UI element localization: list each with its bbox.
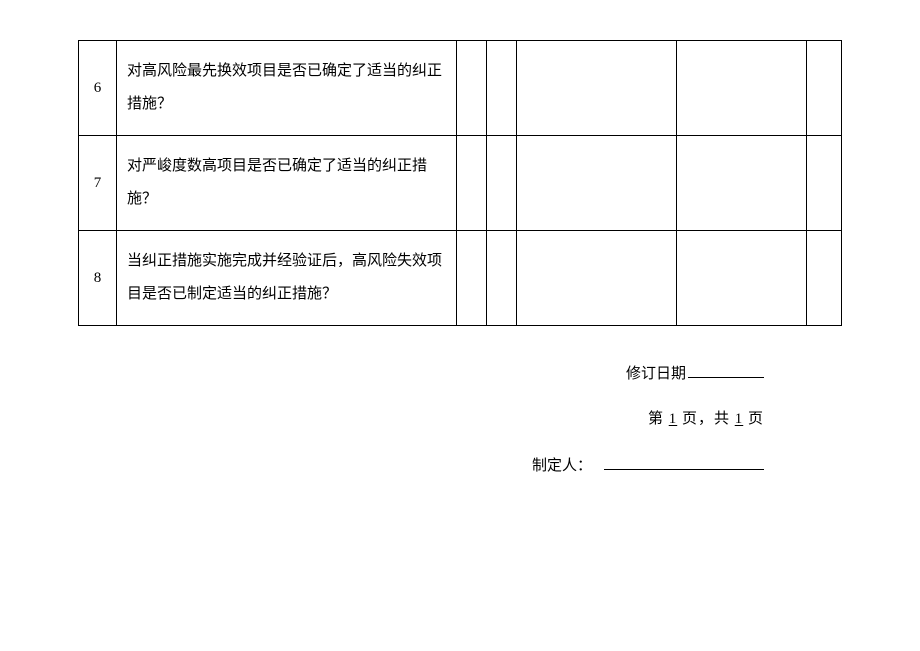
row-cell-c7	[807, 41, 842, 136]
document-content: 6对高风险最先换效项目是否已确定了适当的纠正措施？7对严峻度数高项目是否已确定了…	[0, 0, 920, 475]
revision-date-line: 修订日期	[78, 362, 764, 383]
row-cell-c4	[487, 41, 517, 136]
row-cell-c3	[457, 231, 487, 326]
checklist-table: 6对高风险最先换效项目是否已确定了适当的纠正措施？7对严峻度数高项目是否已确定了…	[78, 40, 842, 326]
row-description: 对严峻度数高项目是否已确定了适当的纠正措施？	[117, 136, 457, 231]
row-number: 6	[79, 41, 117, 136]
row-cell-c6	[677, 136, 807, 231]
row-cell-c5	[517, 41, 677, 136]
row-cell-c4	[487, 231, 517, 326]
row-cell-c4	[487, 136, 517, 231]
row-cell-c3	[457, 41, 487, 136]
row-number: 8	[79, 231, 117, 326]
table-row: 7对严峻度数高项目是否已确定了适当的纠正措施？	[79, 136, 842, 231]
row-description: 对高风险最先换效项目是否已确定了适当的纠正措施？	[117, 41, 457, 136]
row-cell-c5	[517, 231, 677, 326]
page-total: 1	[735, 411, 744, 427]
footer-block: 修订日期 第 1 页，共 1 页	[78, 362, 842, 428]
row-cell-c6	[677, 231, 807, 326]
preparer-line: 制定人：	[78, 454, 842, 475]
row-description: 当纠正措施实施完成并经验证后，高风险失效项目是否已制定适当的纠正措施？	[117, 231, 457, 326]
revision-date-label: 修订日期	[626, 366, 686, 382]
revision-date-blank	[688, 363, 764, 378]
preparer-blank	[604, 455, 764, 470]
table-row: 8当纠正措施实施完成并经验证后，高风险失效项目是否已制定适当的纠正措施？	[79, 231, 842, 326]
row-cell-c6	[677, 41, 807, 136]
page-info-line: 第 1 页，共 1 页	[78, 407, 764, 428]
row-cell-c7	[807, 231, 842, 326]
row-number: 7	[79, 136, 117, 231]
page-suffix: 页	[748, 411, 764, 427]
row-cell-c7	[807, 136, 842, 231]
table-row: 6对高风险最先换效项目是否已确定了适当的纠正措施？	[79, 41, 842, 136]
page-current: 1	[669, 411, 678, 427]
page-middle: 页，共	[682, 411, 730, 427]
row-cell-c3	[457, 136, 487, 231]
page-prefix: 第	[648, 411, 664, 427]
preparer-label: 制定人：	[532, 458, 592, 474]
row-cell-c5	[517, 136, 677, 231]
